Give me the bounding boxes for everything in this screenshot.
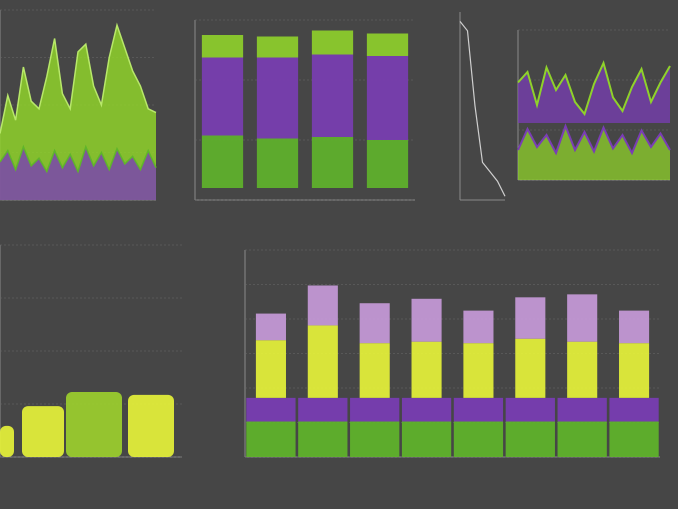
chart-panel-5 [0,235,200,509]
p6-bar [350,421,400,457]
p5-bar [128,394,174,457]
p2-bar [366,56,409,140]
p6-bar [567,341,598,398]
p1-series-1-line [0,22,157,134]
p6-bar [350,397,400,422]
p6-bar [401,421,452,457]
p6-bar [619,343,650,398]
p4-series-1-area [518,63,670,123]
p6-bar [359,343,390,398]
p6-bar [307,325,338,398]
chart-p6-svg [244,249,660,458]
p6-bar [505,421,555,457]
p2-bar [311,30,354,55]
chart-panel-3 [440,0,510,230]
p3-series-line [459,21,506,197]
chart-panel-2 [185,0,425,230]
p2-bar [366,33,409,56]
p6-bar [307,285,338,326]
p2-bar [256,57,299,139]
p6-bar [515,297,546,339]
p4-series-2-line [517,123,671,156]
chart-p3-svg [459,12,506,201]
p6-bar [463,310,494,344]
p6-bar [463,343,494,398]
p6-bar [298,397,348,422]
p1-series-2-area [0,146,156,200]
p6-bar [619,310,650,344]
chart-p1-svg [0,9,157,201]
chart-panel-1 [0,0,170,230]
p6-bar [505,397,555,422]
p1-series-2-line [0,144,157,174]
p6-bar [557,397,607,422]
p5-bar [22,406,64,457]
p6-bar [255,313,286,341]
p6-bar [359,303,390,344]
p2-bar [311,54,354,137]
p4-series-1-line [517,60,671,117]
p5-bar [0,425,14,457]
p2-bar [201,57,244,136]
chart-p4-svg [517,29,671,181]
p2-bar [366,140,409,188]
p6-bar [609,421,659,457]
p2-bar [311,137,354,188]
p2-bar [201,135,244,188]
p2-bar [256,138,299,188]
chart-p2-svg [194,19,415,201]
p6-bar [557,421,607,457]
p6-bar [246,421,296,457]
p6-bar [411,341,442,398]
chart-panel-4 [510,0,678,230]
p6-bar [298,421,348,457]
p5-bar [66,391,122,457]
p6-bar [453,397,504,422]
p6-bar [515,338,546,398]
p6-bar [411,298,442,342]
p2-bar [201,35,244,58]
p6-bar [453,421,504,457]
chart-panel-6 [200,235,678,509]
p6-bar [255,340,286,398]
p6-bar [609,397,659,422]
p2-bar [256,36,299,58]
p6-bar [401,397,452,422]
p6-bar [567,294,598,342]
p6-bar [246,397,296,422]
chart-p5-svg [0,244,182,458]
